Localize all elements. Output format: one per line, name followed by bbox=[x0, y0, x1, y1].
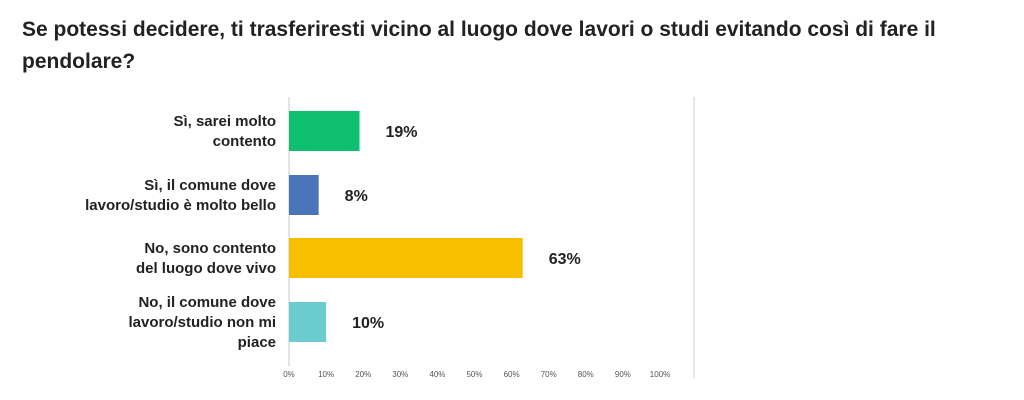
x-tick-label-9: 90% bbox=[615, 370, 631, 379]
x-tick-label-10: 100% bbox=[650, 370, 670, 379]
category-label-1-1: lavoro/studio è molto bello bbox=[85, 197, 276, 214]
category-label-3-0: No, il comune dove bbox=[138, 294, 276, 311]
bar-2 bbox=[289, 238, 523, 278]
category-label-3-1: lavoro/studio non mi bbox=[128, 314, 276, 331]
x-tick-label-3: 30% bbox=[392, 370, 408, 379]
x-tick-label-5: 50% bbox=[466, 370, 482, 379]
category-label-2-0: No, sono contento bbox=[144, 240, 276, 257]
bar-3 bbox=[289, 302, 327, 342]
x-tick-label-1: 10% bbox=[318, 370, 334, 379]
x-tick-label-6: 60% bbox=[504, 370, 520, 379]
x-tick-label-7: 70% bbox=[541, 370, 557, 379]
category-label-2-1: del luogo dove vivo bbox=[136, 260, 276, 277]
value-label-2: 63% bbox=[549, 251, 581, 268]
chart-title: Se potessi decidere, ti trasferiresti vi… bbox=[22, 18, 936, 73]
category-label-0-1: contento bbox=[213, 133, 276, 150]
bar-1 bbox=[289, 175, 319, 215]
x-tick-label-0: 0% bbox=[283, 370, 295, 379]
category-label-1-0: Sì, il comune dove bbox=[144, 177, 276, 194]
value-label-3: 10% bbox=[352, 315, 384, 332]
bar-0 bbox=[289, 111, 360, 151]
x-tick-label-8: 80% bbox=[578, 370, 594, 379]
value-label-1: 8% bbox=[345, 188, 368, 205]
category-label-3-2: piace bbox=[238, 334, 276, 351]
x-tick-label-2: 20% bbox=[355, 370, 371, 379]
x-tick-label-4: 40% bbox=[429, 370, 445, 379]
value-label-0: 19% bbox=[385, 124, 417, 141]
category-label-0-0: Sì, sarei molto bbox=[173, 113, 276, 130]
